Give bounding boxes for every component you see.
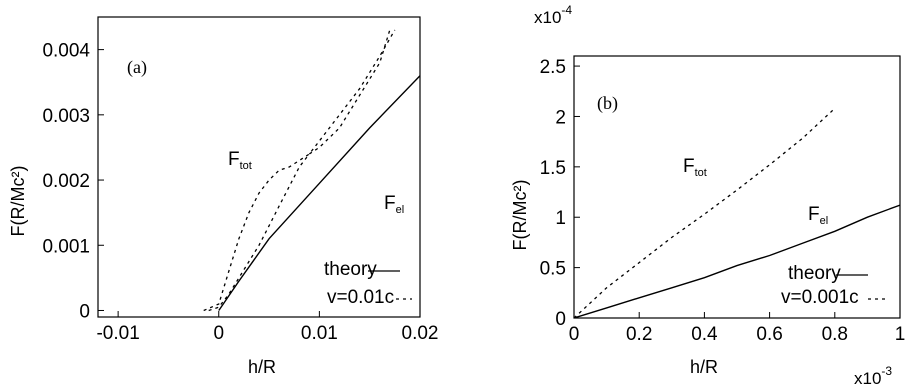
x-tick-label: 1: [895, 324, 906, 345]
x-tick-label: 0.8: [822, 324, 848, 345]
ftot-label-b: Ftot: [683, 156, 707, 179]
theory-line: [218, 75, 420, 311]
x-tick-label: 0.4: [691, 324, 718, 345]
legend-theory-label-b: theory: [788, 263, 841, 284]
legend-sim-label-a: v=0.01c: [327, 287, 394, 308]
y-ticks-a: 0 0.001 0.002 0.003 0.004: [42, 41, 104, 322]
plot-frame-b: [573, 55, 901, 319]
panel-b: 0 0.2 0.4 0.6 0.8 1 0 0.5 1 1.5 2 2.5 (b) h/R F(R/…: [510, 3, 905, 387]
panel-label-a: (a): [127, 57, 147, 78]
y-multiplier-b: x10-4: [534, 3, 572, 27]
simulation-f-el-line: [208, 29, 391, 312]
x-ticks-a: -0.01 0 0.01 0.02: [96, 311, 438, 344]
simulation-f-tot-line: [574, 107, 836, 318]
panel-label-b: (b): [597, 93, 618, 114]
y-axis-label-a: F(R/Mc²): [8, 166, 28, 237]
x-tick-label: 0.2: [626, 324, 652, 345]
theory-line: [574, 204, 900, 318]
fel-label-b: Fel: [808, 204, 828, 227]
x-axis-label-a: h/R: [248, 357, 276, 377]
y-tick-label: 0.002: [42, 171, 90, 192]
y-tick-label: 0.003: [42, 106, 90, 127]
x-axis-label-b: h/R: [690, 357, 718, 377]
y-ticks-b: 0 0.5 1 1.5 2 2.5: [540, 57, 580, 330]
x-tick-label: 0: [213, 323, 224, 344]
simulation-f-tot-line: [203, 29, 396, 312]
y-tick-label: 2.5: [540, 57, 566, 78]
y-tick-label: 0.004: [42, 41, 90, 62]
x-tick-label: 0.02: [402, 323, 439, 344]
y-tick-label: 0: [555, 309, 566, 330]
legend-sim-label-b: v=0.001c: [781, 287, 859, 308]
y-tick-label: 1.5: [540, 158, 566, 179]
curves-b: [574, 107, 900, 318]
legend-theory-label-a: theory: [324, 259, 377, 280]
x-tick-label: 0: [569, 324, 580, 345]
fel-label-a: Fel: [384, 193, 404, 216]
panel-a: -0.01 0 0.01 0.02 0 0.001 0.002 0.003 0.004 (a)…: [8, 16, 438, 377]
plot-frame-a: [97, 16, 421, 318]
x-tick-label: 0.6: [756, 324, 782, 345]
y-tick-label: 0.001: [42, 236, 90, 257]
x-tick-label: -0.01: [96, 323, 139, 344]
x-ticks-b: 0 0.2 0.4 0.6 0.8 1: [569, 312, 906, 345]
x-multiplier-b: x10-3: [854, 364, 892, 387]
y-tick-label: 0: [79, 301, 90, 322]
x-tick-label: 0.01: [301, 323, 338, 344]
curves-a: [203, 29, 420, 312]
y-axis-label-b: F(R/Mc²): [510, 180, 530, 251]
ftot-label-a: Ftot: [228, 149, 252, 172]
y-tick-label: 2: [555, 107, 566, 128]
y-tick-label: 1: [555, 208, 566, 229]
y-tick-label: 0.5: [540, 259, 566, 280]
